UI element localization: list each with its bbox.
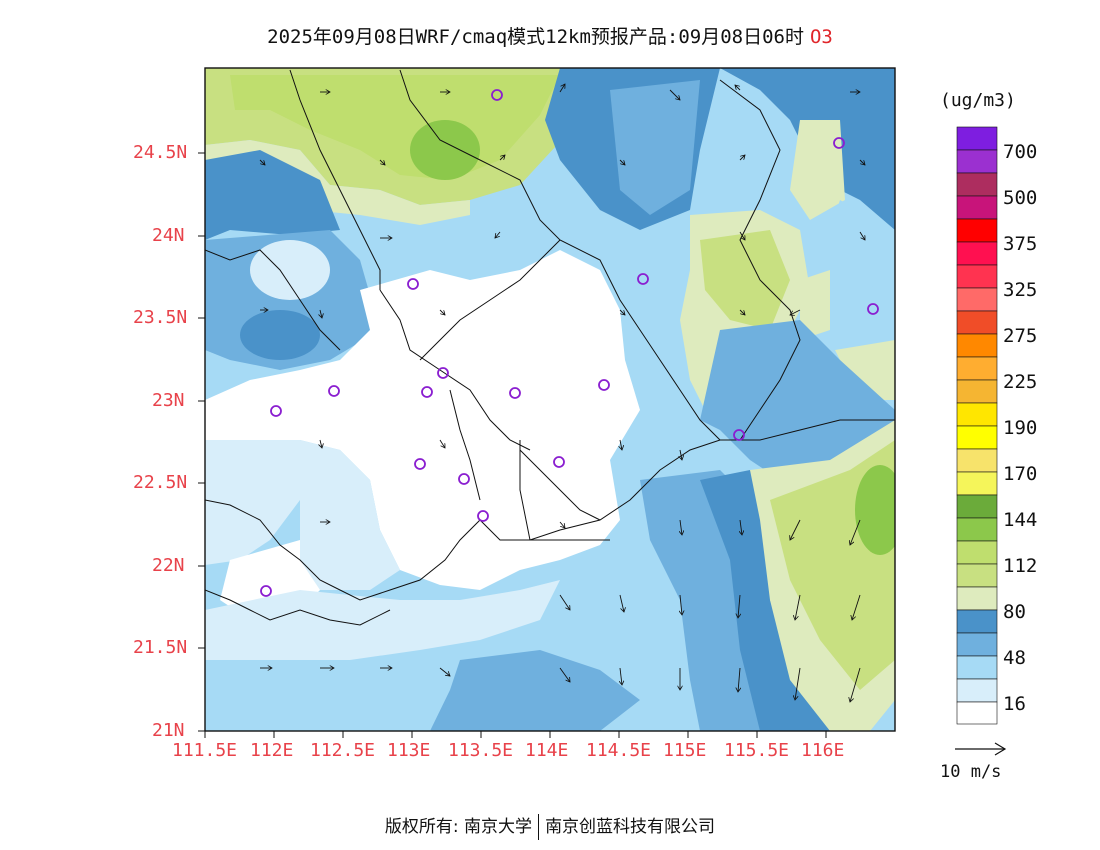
- lon-label-112-5: 112.5E: [310, 740, 376, 761]
- lat-label-24: 24N: [152, 225, 185, 246]
- legend-label-700: 700: [1003, 141, 1038, 163]
- lat-label-21-5: 21.5N: [133, 637, 188, 658]
- lon-label-115-5: 115.5E: [724, 740, 790, 761]
- lon-label-112: 112E: [250, 740, 294, 761]
- legend-label-170: 170: [1003, 463, 1038, 485]
- unit-label: (ug/m3): [940, 90, 1016, 111]
- legend-label-375: 375: [1003, 233, 1038, 255]
- station-markers: [260, 89, 879, 597]
- lon-label-116: 116E: [801, 740, 845, 761]
- lon-label-115: 115E: [663, 740, 707, 761]
- axis-ticks: [198, 152, 827, 738]
- lon-label-114: 114E: [525, 740, 569, 761]
- lat-label-24-5: 24.5N: [133, 142, 188, 163]
- lat-label-23: 23N: [152, 390, 185, 411]
- lat-label-23-5: 23.5N: [133, 307, 188, 328]
- legend-label-190: 190: [1003, 417, 1038, 439]
- legend-label-325: 325: [1003, 279, 1038, 301]
- legend-label-144: 144: [1003, 509, 1038, 531]
- wind-reference-label: 10 m/s: [940, 762, 1002, 782]
- lat-label-22-5: 22.5N: [133, 472, 188, 493]
- pollutant-label: O3: [809, 26, 833, 48]
- footer-divider: [538, 814, 540, 840]
- concentration-field: [205, 68, 895, 731]
- title-text: 2025年09月08日WRF/cmaq模式12km预报产品:09月08日06时: [267, 26, 804, 48]
- legend-label-80: 80: [1003, 601, 1026, 623]
- legend-label-225: 225: [1003, 371, 1038, 393]
- lon-label-111-5: 111.5E: [172, 740, 238, 761]
- copyright-footer: 版权所有: 南京大学 南京创蓝科技有限公司: [0, 812, 1100, 840]
- lon-label-113: 113E: [387, 740, 431, 761]
- lat-label-22: 22N: [152, 555, 185, 576]
- lon-label-114-5: 114.5E: [586, 740, 652, 761]
- lon-label-113-5: 113.5E: [448, 740, 514, 761]
- lat-label-21: 21N: [152, 720, 185, 741]
- wind-reference-arrow: [955, 742, 1007, 756]
- legend-label-16: 16: [1003, 693, 1026, 715]
- copyright-left: 版权所有: 南京大学: [384, 817, 533, 837]
- legend-label-275: 275: [1003, 325, 1038, 347]
- legend-label-112: 112: [1003, 555, 1038, 577]
- wind-vectors: [259, 84, 865, 702]
- copyright-right: 南京创蓝科技有限公司: [545, 817, 716, 837]
- legend-label-48: 48: [1003, 647, 1026, 669]
- legend-label-500: 500: [1003, 187, 1038, 209]
- map-title: 2025年09月08日WRF/cmaq模式12km预报产品:09月08日06时 O…: [0, 22, 1100, 49]
- legend-colorbar: [956, 126, 998, 725]
